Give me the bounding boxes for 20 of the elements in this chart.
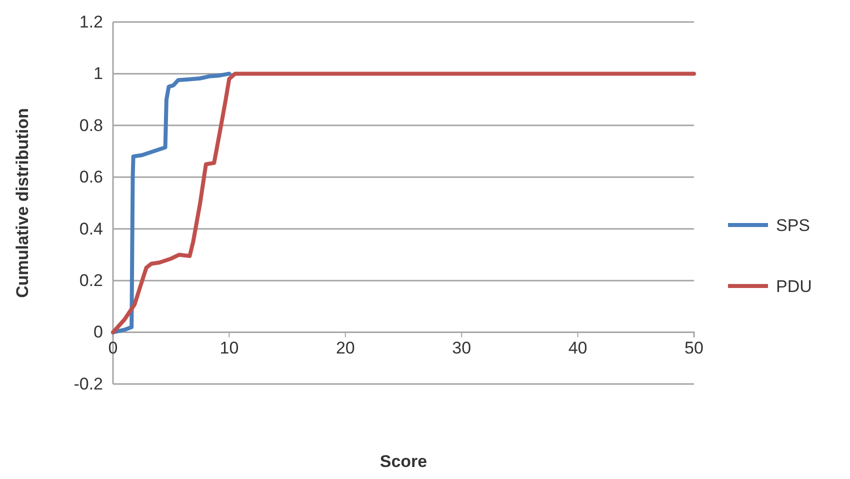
x-tick-label: 30 [452, 338, 472, 358]
line-series [111, 72, 232, 334]
y-tick-label: 1.2 [79, 12, 103, 32]
y-tick-label: 0 [94, 322, 103, 342]
legend-label: PDU [776, 277, 812, 296]
y-tick-label: -0.2 [74, 374, 103, 394]
y-axis-title: Cumulative distribution [13, 108, 32, 298]
y-tick-label: 0.6 [79, 168, 103, 187]
x-tick-label: 40 [568, 338, 588, 358]
x-tick-label: 10 [220, 338, 239, 358]
x-tick-label: 50 [684, 338, 704, 358]
y-tick-label: 0.4 [79, 219, 103, 238]
line-series [111, 72, 696, 334]
x-tick-label: 20 [336, 338, 355, 358]
x-axis-title: Score [380, 452, 428, 471]
y-tick-label: 1 [94, 64, 103, 84]
y-tick-label: 0.8 [79, 116, 103, 135]
y-tick-label: 0.2 [79, 271, 103, 290]
x-tick-label: 0 [108, 338, 118, 358]
legend-label: SPS [776, 216, 810, 235]
